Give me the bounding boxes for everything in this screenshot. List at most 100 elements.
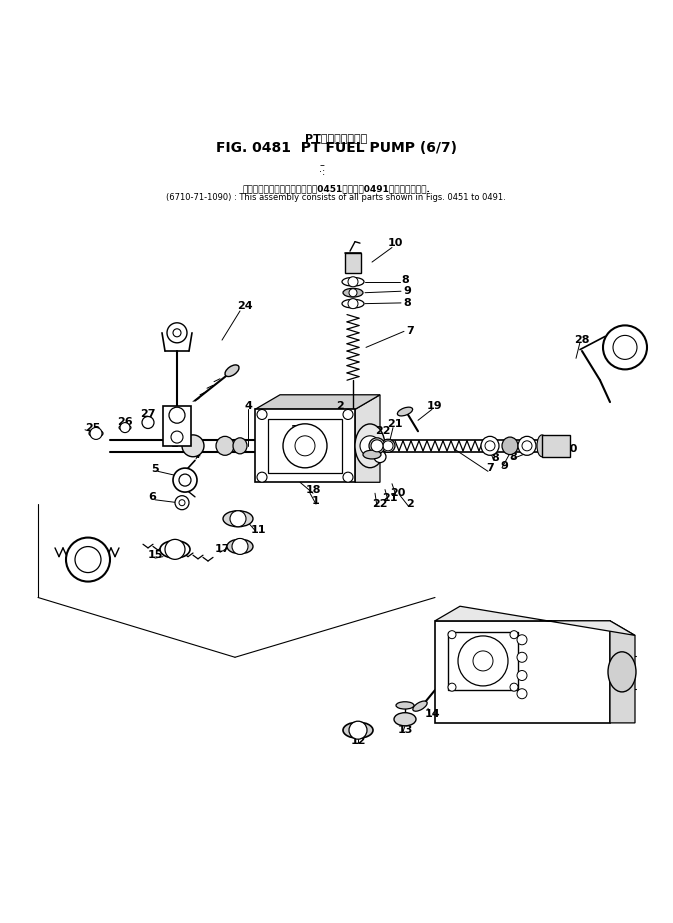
Ellipse shape	[216, 437, 234, 455]
Text: 19: 19	[427, 401, 443, 411]
Bar	[542, 435, 570, 457]
Ellipse shape	[413, 701, 427, 712]
Bar	[268, 419, 342, 473]
Circle shape	[171, 431, 183, 443]
Text: 8: 8	[491, 453, 499, 463]
Text: 27: 27	[140, 410, 155, 419]
Circle shape	[343, 410, 353, 419]
Text: 7: 7	[486, 462, 494, 473]
Circle shape	[360, 436, 380, 456]
Text: 29: 29	[617, 328, 633, 338]
Text: 8: 8	[403, 298, 411, 308]
Polygon shape	[255, 395, 380, 410]
Ellipse shape	[396, 701, 414, 709]
Text: PTフゥエルポンプ: PTフゥエルポンプ	[305, 133, 367, 143]
Text: このアセンブリの構成部品は第0451図から第0491図まで含みます.: このアセンブリの構成部品は第0451図から第0491図まで含みます.	[242, 185, 430, 194]
Circle shape	[603, 326, 647, 369]
Ellipse shape	[481, 437, 499, 455]
Text: 25: 25	[85, 424, 101, 433]
Ellipse shape	[342, 299, 364, 308]
Ellipse shape	[363, 450, 381, 459]
Circle shape	[348, 299, 358, 308]
Circle shape	[173, 329, 181, 337]
Text: 11: 11	[250, 524, 266, 534]
Text: 7: 7	[406, 327, 414, 336]
Ellipse shape	[233, 438, 247, 454]
Ellipse shape	[342, 278, 364, 286]
Circle shape	[613, 335, 637, 359]
Text: FIG. 0481  PT FUEL PUMP (6/7): FIG. 0481 PT FUEL PUMP (6/7)	[215, 141, 456, 155]
Circle shape	[517, 635, 527, 645]
Ellipse shape	[182, 435, 204, 457]
Text: 10: 10	[388, 238, 402, 248]
Text: 8: 8	[509, 451, 517, 462]
Polygon shape	[435, 606, 635, 635]
Circle shape	[142, 416, 154, 428]
Circle shape	[343, 473, 353, 482]
Text: 22: 22	[376, 426, 391, 437]
Circle shape	[120, 423, 130, 433]
Text: 24: 24	[237, 301, 253, 311]
Circle shape	[517, 670, 527, 680]
Text: 2: 2	[336, 401, 344, 411]
Ellipse shape	[160, 541, 190, 558]
Bar	[163, 406, 191, 446]
Circle shape	[283, 424, 327, 468]
Circle shape	[349, 721, 367, 739]
Circle shape	[179, 499, 185, 506]
Text: 9: 9	[403, 286, 411, 296]
Circle shape	[173, 468, 197, 492]
Text: 8: 8	[401, 274, 409, 284]
Text: 21: 21	[387, 419, 402, 429]
Circle shape	[179, 474, 191, 486]
Text: 2: 2	[406, 499, 414, 509]
Ellipse shape	[227, 539, 253, 554]
Text: 15: 15	[147, 550, 163, 560]
Bar	[345, 253, 361, 273]
Text: 1: 1	[312, 497, 320, 506]
Circle shape	[522, 441, 532, 450]
Ellipse shape	[374, 451, 386, 462]
Ellipse shape	[394, 713, 416, 725]
Circle shape	[348, 277, 358, 287]
Text: 17: 17	[214, 545, 229, 555]
Circle shape	[448, 630, 456, 639]
Circle shape	[371, 440, 383, 452]
Circle shape	[517, 653, 527, 663]
Text: 21: 21	[382, 493, 398, 503]
Circle shape	[448, 683, 456, 691]
Circle shape	[458, 636, 508, 686]
Text: 4: 4	[192, 450, 200, 460]
Circle shape	[169, 407, 185, 424]
Circle shape	[510, 630, 518, 639]
Ellipse shape	[119, 425, 131, 430]
Text: 10: 10	[563, 445, 577, 454]
Circle shape	[232, 538, 248, 555]
Circle shape	[473, 651, 493, 671]
Circle shape	[510, 683, 518, 691]
Circle shape	[230, 510, 246, 527]
Circle shape	[349, 289, 357, 296]
Text: –: –	[320, 160, 324, 170]
Text: 26: 26	[117, 417, 133, 427]
Ellipse shape	[502, 438, 518, 454]
Text: 18: 18	[306, 485, 321, 495]
Circle shape	[485, 441, 495, 450]
Text: 16: 16	[74, 561, 90, 571]
Bar	[448, 631, 518, 690]
Text: (6710-71-1090) : This assembly consists of all parts shown in Figs. 0451 to 0491: (6710-71-1090) : This assembly consists …	[166, 194, 506, 202]
Text: 22: 22	[372, 499, 388, 509]
Ellipse shape	[223, 510, 253, 527]
Ellipse shape	[518, 437, 536, 455]
Circle shape	[295, 436, 315, 456]
Circle shape	[175, 496, 189, 509]
Circle shape	[517, 689, 527, 699]
Text: 28: 28	[574, 335, 590, 345]
Ellipse shape	[537, 435, 547, 457]
Text: 14: 14	[424, 709, 440, 719]
Bar	[255, 410, 355, 483]
Circle shape	[165, 539, 185, 559]
Text: 23: 23	[164, 437, 180, 447]
Ellipse shape	[343, 288, 363, 297]
Text: 5: 5	[151, 464, 159, 474]
